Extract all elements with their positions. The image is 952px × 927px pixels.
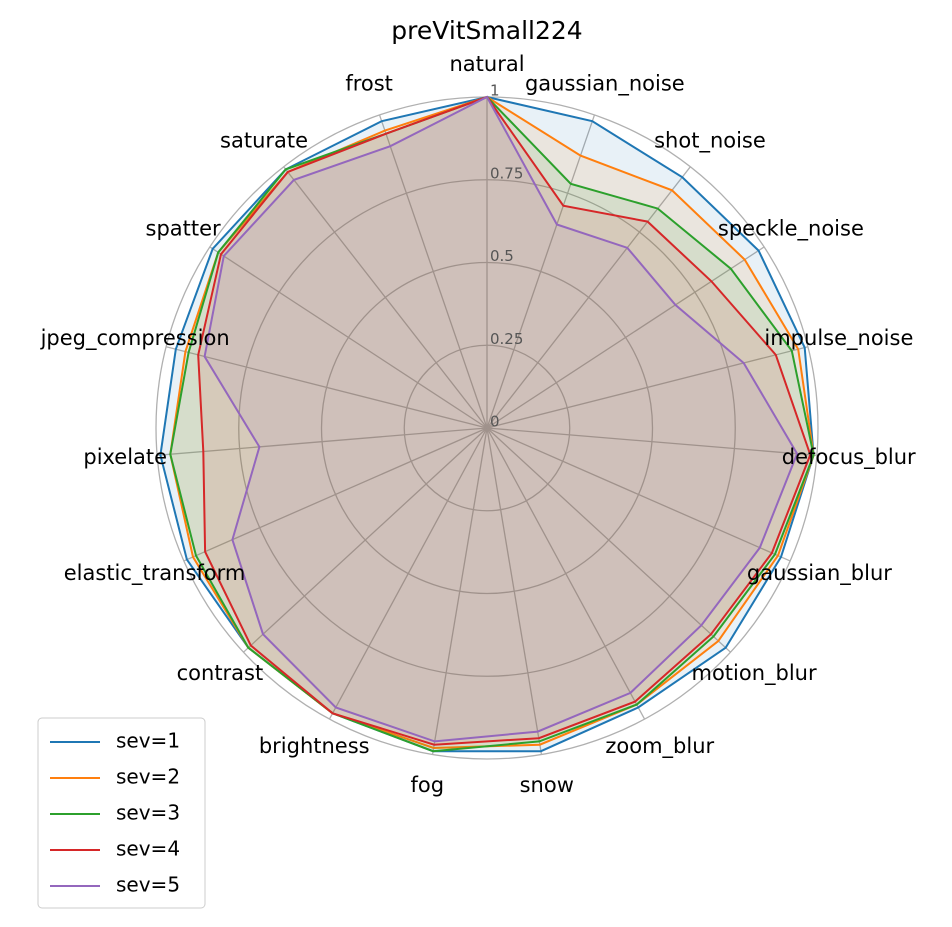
series-line xyxy=(169,95,815,753)
spoke xyxy=(486,346,809,429)
category-label: natural xyxy=(449,52,524,76)
spoke xyxy=(183,427,488,562)
legend-label: sev=4 xyxy=(116,837,180,861)
spoke xyxy=(486,166,691,429)
legend-label: sev=2 xyxy=(116,765,180,789)
category-label: contrast xyxy=(177,661,264,685)
category-label: motion_blur xyxy=(691,661,817,686)
legend-box xyxy=(37,717,206,909)
category-label: zoom_blur xyxy=(605,734,714,759)
chart-title: preVitSmall224 xyxy=(391,16,582,45)
category-label: jpeg_compression xyxy=(40,326,230,351)
category-label: snow xyxy=(520,773,574,797)
spoke xyxy=(486,427,817,456)
series-area xyxy=(198,97,811,745)
spoke xyxy=(378,114,488,429)
category-label: pixelate xyxy=(83,445,167,469)
r-tick-label: 0 xyxy=(490,413,500,431)
spoke xyxy=(486,114,596,429)
r-tick-label: 1 xyxy=(490,82,500,100)
category-label: elastic_transform xyxy=(64,561,246,586)
spoke xyxy=(486,427,731,653)
spoke xyxy=(328,427,488,720)
series-area xyxy=(170,97,814,748)
category-label: speckle_noise xyxy=(718,216,864,241)
legend-label: sev=1 xyxy=(116,729,180,753)
category-label: saturate xyxy=(220,129,308,153)
category-label: brightness xyxy=(259,734,370,758)
legend-label: sev=3 xyxy=(116,801,180,825)
series-area xyxy=(160,97,814,752)
spoke xyxy=(486,246,765,429)
spoke xyxy=(157,427,488,456)
category-label: impulse_noise xyxy=(764,326,913,351)
spoke xyxy=(243,427,488,653)
series-area xyxy=(204,97,798,742)
category-label: gaussian_noise xyxy=(525,72,685,97)
category-label: gaussian_blur xyxy=(747,561,892,586)
spoke xyxy=(486,427,791,562)
series-line xyxy=(197,95,812,746)
series-area xyxy=(170,97,814,752)
series-line xyxy=(203,95,799,743)
r-tick-label: 0.25 xyxy=(490,330,523,348)
spoke xyxy=(165,346,488,429)
spoke xyxy=(209,246,488,429)
category-label: fog xyxy=(410,773,444,797)
category-label: defocus_blur xyxy=(782,445,916,470)
category-label: shot_noise xyxy=(654,129,766,154)
category-label: spatter xyxy=(146,216,222,240)
r-tick-label: 0.5 xyxy=(490,247,514,265)
spoke xyxy=(283,166,488,429)
series-line xyxy=(159,95,815,753)
spoke xyxy=(486,427,543,755)
legend-label: sev=5 xyxy=(116,873,180,897)
spoke xyxy=(431,427,488,755)
spoke xyxy=(486,427,646,720)
r-tick-label: 0.75 xyxy=(490,164,523,182)
category-label: frost xyxy=(345,72,393,96)
